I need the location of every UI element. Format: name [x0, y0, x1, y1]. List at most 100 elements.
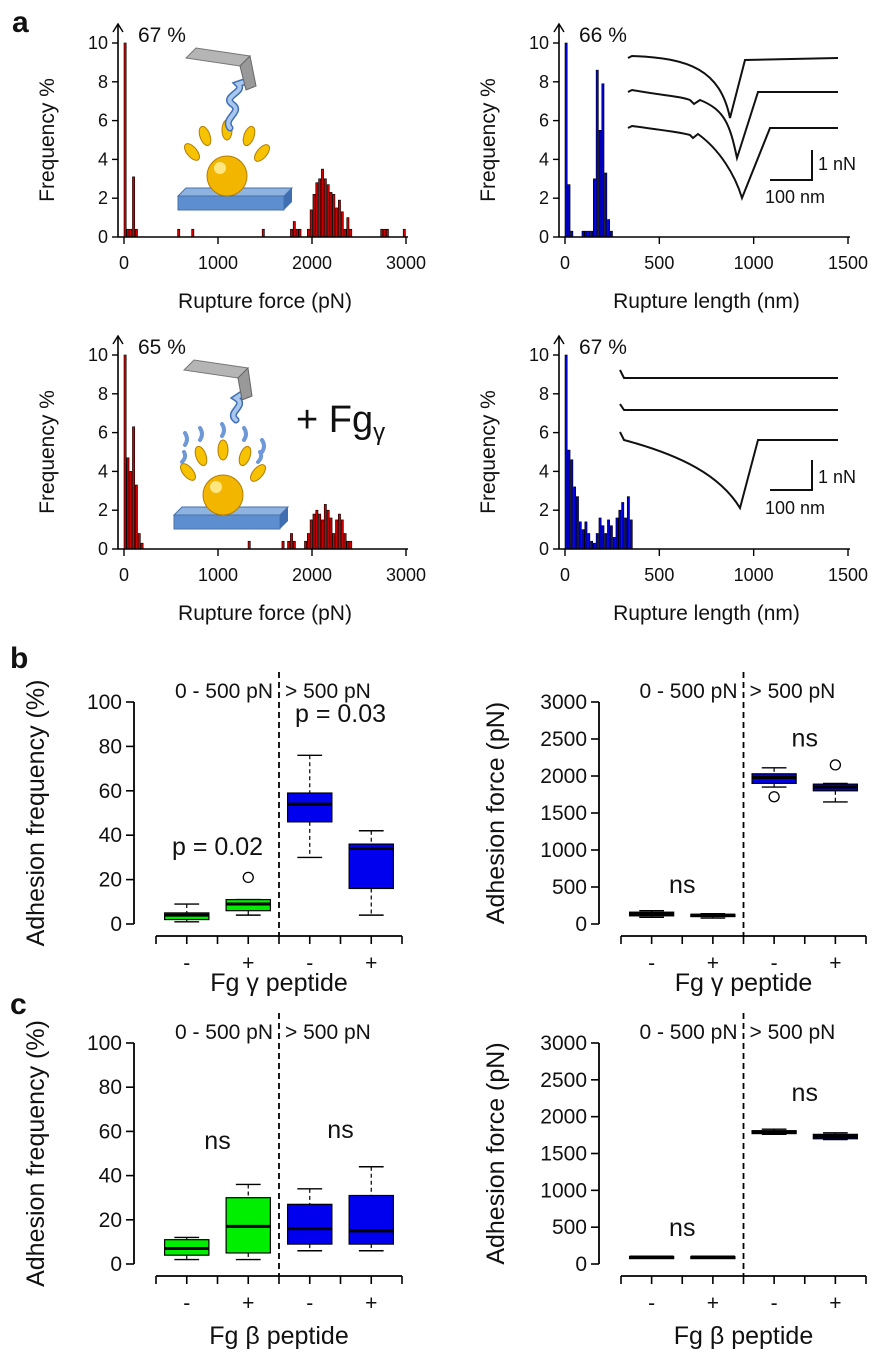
group-label-low-force: 0 - 500 pN [175, 680, 273, 703]
y-tick-label: 80 [99, 1076, 122, 1099]
boxplot-force-beta: 0 500 1000 1500 2000 2500 3000 Adhesion force (… [482, 1013, 867, 1350]
histogram-bar [335, 519, 339, 550]
histogram-bar [123, 354, 127, 550]
histogram-bar [595, 69, 599, 238]
histogram-bar [290, 228, 293, 238]
force-curves-inset-control [627, 54, 839, 202]
y-tick-label: 100 [87, 1032, 122, 1055]
box-iqr [287, 792, 333, 823]
x-tick-label: 1000 [198, 253, 238, 273]
y-tick-label: 0 [98, 539, 108, 559]
histogram-bar [612, 537, 616, 550]
histogram-bar [292, 221, 296, 238]
histogram-bar [592, 542, 596, 550]
y-tick-label: 20 [99, 869, 122, 892]
histogram-bar [126, 228, 130, 238]
y-tick-label: 6 [98, 111, 108, 131]
histogram-bar [329, 517, 333, 550]
y-axis-label: Frequency % [477, 78, 500, 202]
x-axis-label: Fg γ peptide [210, 969, 348, 997]
histogram-bar [318, 513, 322, 550]
histogram-bar [581, 230, 585, 238]
y-tick-label: 4 [98, 461, 108, 481]
y-axis-label: Frequency % [477, 390, 500, 514]
y-axis-overflow-arrow [112, 22, 124, 33]
histogram-bar [624, 517, 627, 550]
histogram-bar [247, 540, 251, 550]
y-tick-label: 10 [529, 33, 549, 53]
y-tick-label: 0 [575, 1253, 587, 1276]
histogram-rupture-force-peptide: 65 % 0 2 4 6 8 10 0 1000 2000 3000 Rupture force (p… [36, 334, 426, 625]
x-axis-label: Rupture length (nm) [613, 602, 800, 625]
x-tick-label: 2000 [292, 565, 332, 585]
x-tick-label: 1000 [198, 565, 238, 585]
x-tick-label: 1500 [828, 253, 868, 273]
x-tick-label: + [707, 952, 719, 975]
histogram-bar [346, 217, 350, 238]
y-tick-label: 3000 [540, 1032, 587, 1055]
histogram-bar [312, 513, 316, 550]
y-tick-label: 4 [539, 149, 549, 169]
panel-label-a: a [12, 6, 29, 39]
group-label-high-force: > 500 pN [285, 1021, 371, 1044]
y-tick-label: 500 [552, 876, 587, 899]
box-iqr [287, 1203, 333, 1245]
histogram-bar [570, 230, 574, 238]
histogram-bar [129, 228, 133, 238]
histogram-bar [177, 228, 181, 238]
x-tick-label: 0 [560, 253, 570, 273]
histogram-bar [123, 42, 127, 238]
group-label-high-force: > 500 pN [750, 1021, 836, 1044]
box-outlier [829, 759, 842, 771]
significance-annotation: ns [327, 1116, 353, 1144]
histogram-bar [323, 178, 327, 238]
significance-annotation: p = 0.02 [172, 833, 263, 861]
x-axis-label: Rupture force (pN) [178, 290, 352, 313]
histogram-bar [564, 42, 568, 238]
histogram-bar [261, 228, 265, 238]
y-axis-overflow-arrow [553, 22, 565, 33]
histogram-bar [332, 194, 336, 238]
significance-annotation: ns [669, 1214, 695, 1242]
group-label-high-force: > 500 pN [750, 680, 836, 703]
histogram-bar [380, 228, 384, 238]
x-tick-label: - [183, 952, 190, 975]
y-tick-label: 60 [99, 1120, 122, 1143]
histogram-bar [587, 230, 591, 238]
y-axis-label: Frequency % [36, 390, 59, 514]
svg-text:1 nN: 1 nN [818, 154, 856, 174]
y-tick-label: 0 [539, 227, 549, 247]
y-axis-overflow-arrow [553, 334, 565, 345]
histogram-rupture-force-control: 67 % 0 2 4 6 8 10 0 1000 2000 3000 Rupture force (p… [36, 22, 426, 313]
histogram-bar [315, 182, 319, 238]
significance-annotation: ns [792, 1079, 818, 1107]
y-tick-label: 2500 [540, 728, 587, 751]
histogram-bar [592, 178, 596, 238]
x-tick-label: 1000 [734, 565, 774, 585]
histogram-bar [323, 504, 327, 550]
fg-gamma-annotation: + Fgγ [296, 399, 385, 446]
box-outlier [242, 871, 254, 884]
y-tick-label: 40 [99, 824, 122, 847]
y-tick-label: 8 [539, 72, 549, 92]
histogram-bar [140, 542, 144, 550]
x-tick-label: 0 [119, 253, 129, 273]
histogram-bar [321, 519, 324, 550]
y-tick-label: 20 [99, 1209, 122, 1232]
histogram-bar [129, 471, 133, 550]
y-tick-label: 2 [539, 500, 549, 520]
histogram-bar [402, 228, 406, 238]
x-tick-label: + [829, 952, 841, 975]
histogram-bar [567, 184, 571, 238]
y-axis-label: Frequency % [36, 78, 59, 202]
histogram-bar [315, 509, 319, 550]
overflow-label: 65 % [138, 336, 186, 359]
y-tick-label: 2000 [540, 765, 587, 788]
svg-text:1 nN: 1 nN [818, 467, 856, 487]
histogram-bar [385, 228, 389, 238]
histogram-bar [304, 540, 308, 550]
box-iqr [348, 843, 394, 890]
histogram-bar [338, 199, 341, 238]
histogram-bar [604, 172, 608, 238]
